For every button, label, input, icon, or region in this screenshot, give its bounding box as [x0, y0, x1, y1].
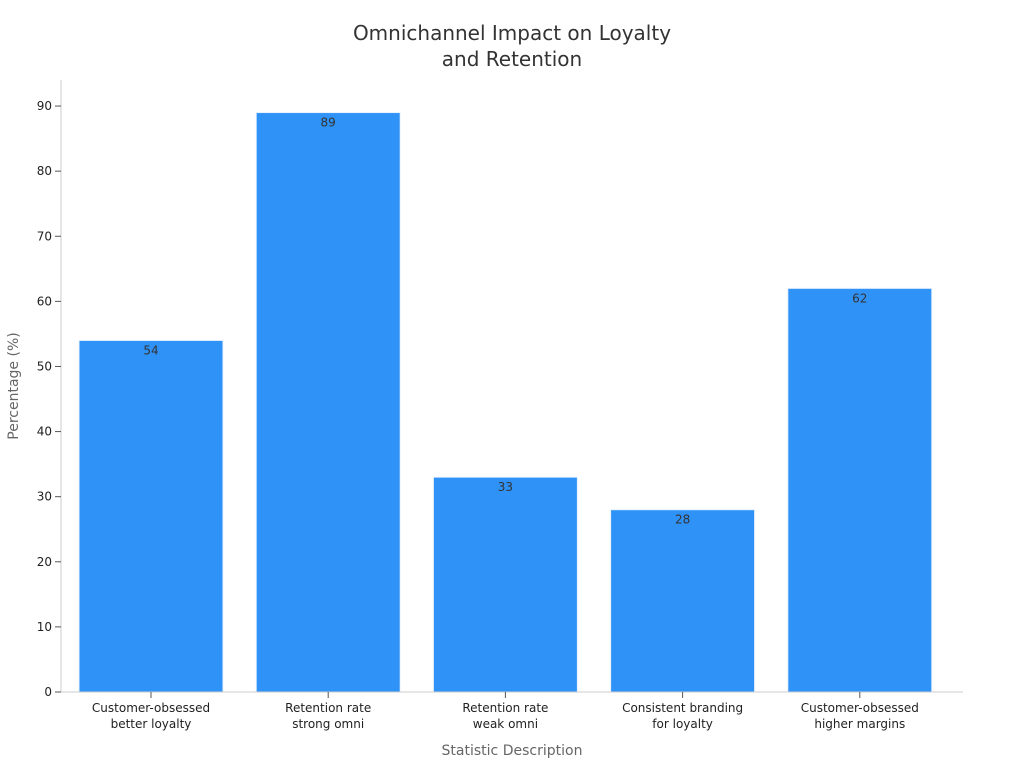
- y-tick-label: 60: [37, 294, 52, 308]
- y-axis-title: Percentage (%): [6, 332, 22, 439]
- bar: [432, 476, 578, 693]
- y-tick-label: 50: [37, 359, 52, 373]
- chart-title-line-2: and Retention: [442, 47, 582, 71]
- bar: [255, 112, 401, 693]
- y-axis: 0 10 20 30 40 50 60 70 80 90: [37, 80, 62, 699]
- bar-value-label: 28: [675, 513, 690, 527]
- x-axis-title: Statistic Description: [442, 743, 583, 759]
- x-tick-label: Retention rate: [462, 701, 548, 715]
- x-tick-label: higher margins: [814, 717, 905, 731]
- chart-title-line-1: Omnichannel Impact on Loyalty: [353, 21, 671, 45]
- x-tick-label: Customer-obsessed: [92, 701, 210, 715]
- y-tick-label: 40: [37, 425, 52, 439]
- x-tick-label: strong omni: [292, 717, 364, 731]
- bar: [78, 339, 224, 693]
- x-tick-label: weak omni: [473, 717, 538, 731]
- y-tick-label: 70: [37, 229, 52, 243]
- x-tick-label: better loyalty: [111, 717, 192, 731]
- x-tick-label: Consistent branding: [622, 701, 743, 715]
- bar: [787, 287, 933, 693]
- x-tick-label: Customer-obsessed: [801, 701, 919, 715]
- y-tick-label: 20: [37, 555, 52, 569]
- x-tick-label: for loyalty: [652, 717, 713, 731]
- bar-value-label: 54: [143, 343, 158, 357]
- bar: [610, 509, 756, 693]
- bars-group: 54 89 33 28 62: [78, 112, 933, 693]
- x-tick-label: Retention rate: [285, 701, 371, 715]
- bar-value-label: 33: [498, 480, 513, 494]
- y-tick-label: 30: [37, 490, 52, 504]
- y-tick-label: 0: [44, 685, 52, 699]
- y-tick-label: 10: [37, 620, 52, 634]
- x-axis: Customer-obsessed better loyalty Retention…: [61, 691, 963, 731]
- bar-value-label: 62: [852, 291, 867, 305]
- bar-value-label: 89: [321, 116, 336, 130]
- y-tick-label: 80: [37, 164, 52, 178]
- y-tick-label: 90: [37, 99, 52, 113]
